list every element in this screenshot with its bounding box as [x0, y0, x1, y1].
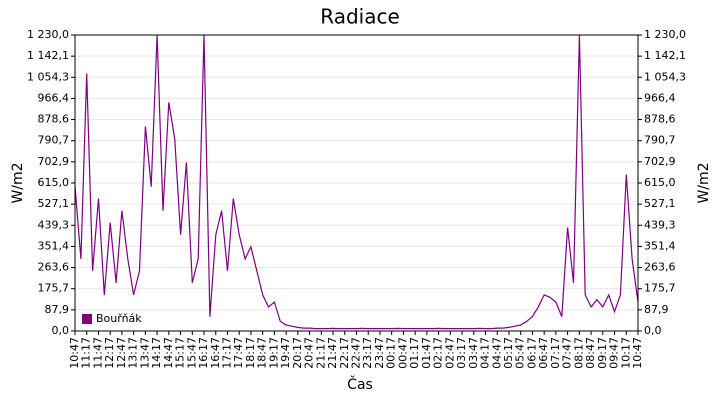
y-axis-title: W/m2	[10, 162, 26, 203]
x-tick-label: 13:17	[127, 337, 140, 369]
y-tick-label: 1 054,3	[27, 70, 69, 83]
y-tick-label: 0,0	[52, 324, 70, 337]
y2-tick-label: 702,9	[644, 155, 676, 168]
y2-tick-label: 175,7	[644, 282, 676, 295]
x-tick-label: 07:17	[549, 337, 562, 369]
y-tick-label: 175,7	[38, 282, 70, 295]
y2-tick-label: 439,3	[644, 218, 676, 231]
x-tick-label: 09:47	[608, 337, 621, 369]
y2-tick-label: 615,0	[644, 176, 676, 189]
y2-tick-label: 263,6	[644, 261, 676, 274]
x-tick-label: 15:17	[174, 337, 187, 369]
x-tick-label: 10:47	[631, 337, 644, 369]
y2-axis-title: W/m2	[696, 162, 712, 203]
y-tick-label: 702,9	[38, 155, 70, 168]
x-tick-label: 05:47	[514, 337, 527, 369]
x-tick-label: 13:47	[138, 337, 151, 369]
x-tick-label: 20:47	[303, 337, 316, 369]
y2-tick-label: 1 142,1	[644, 49, 686, 62]
data-line	[74, 34, 639, 330]
plot-frame	[74, 34, 639, 332]
x-tick-label: 14:47	[162, 337, 175, 369]
x-tick-label: 16:17	[197, 337, 210, 369]
x-tick-label: 23:17	[361, 337, 374, 369]
x-tick-label: 11:17	[80, 337, 93, 369]
y-tick-label: 527,1	[38, 197, 70, 210]
y-tick-label: 1 230,0	[27, 28, 69, 41]
x-axis-title: Čas	[347, 375, 373, 393]
x-tick-label: 17:17	[220, 337, 233, 369]
x-tick-label: 09:17	[596, 337, 609, 369]
y-tick-label: 87,9	[45, 303, 70, 316]
x-tick-label: 10:47	[68, 337, 81, 369]
y-tick-label: 1 142,1	[27, 49, 69, 62]
y-tick-label: 966,4	[38, 91, 70, 104]
legend-swatch	[82, 314, 92, 324]
x-tick-label: 03:17	[455, 337, 468, 369]
x-tick-label: 03:47	[467, 337, 480, 369]
x-tick-label: 11:47	[91, 337, 104, 369]
x-tick-label: 08:17	[572, 337, 585, 369]
x-tick-label: 06:17	[525, 337, 538, 369]
y2-tick-label: 87,9	[644, 303, 669, 316]
x-tick-label: 15:47	[185, 337, 198, 369]
x-tick-label: 02:47	[443, 337, 456, 369]
y2-tick-label: 0,0	[644, 324, 662, 337]
y2-tick-label: 966,4	[644, 91, 676, 104]
x-tick-label: 00:17	[385, 337, 398, 369]
x-tick-label: 22:17	[338, 337, 351, 369]
x-tick-label: 19:47	[279, 337, 292, 369]
x-tick-label: 23:47	[373, 337, 386, 369]
y2-tick-label: 1 054,3	[644, 70, 686, 83]
x-tick-label: 12:47	[115, 337, 128, 369]
y2-tick-label: 878,6	[644, 113, 676, 126]
x-tick-label: 10:17	[619, 337, 632, 369]
x-tick-label: 07:47	[561, 337, 574, 369]
chart-title: Radiace	[320, 5, 400, 29]
x-tick-label: 02:17	[432, 337, 445, 369]
x-tick-label: 20:17	[291, 337, 304, 369]
x-tick-label: 06:47	[537, 337, 550, 369]
x-tick-label: 04:47	[490, 337, 503, 369]
x-tick-label: 16:47	[209, 337, 222, 369]
x-tick-label: 18:47	[256, 337, 269, 369]
x-tick-label: 01:47	[420, 337, 433, 369]
x-tick-label: 14:17	[150, 337, 163, 369]
y-tick-label: 351,4	[38, 239, 70, 252]
x-tick-label: 22:47	[350, 337, 363, 369]
y-tick-label: 878,6	[38, 113, 70, 126]
y-tick-label: 615,0	[38, 176, 70, 189]
x-tick-label: 04:17	[479, 337, 492, 369]
x-tick-label: 21:47	[326, 337, 339, 369]
y2-tick-label: 527,1	[644, 197, 676, 210]
y2-tick-label: 1 230,0	[644, 28, 686, 41]
x-tick-label: 17:47	[232, 337, 245, 369]
y2-tick-label: 790,7	[644, 134, 676, 147]
x-tick-label: 08:47	[584, 337, 597, 369]
y-tick-label: 263,6	[38, 261, 70, 274]
x-tick-label: 21:17	[314, 337, 327, 369]
x-tick-label: 12:17	[103, 337, 116, 369]
y-tick-label: 790,7	[38, 134, 70, 147]
x-tick-label: 19:17	[267, 337, 280, 369]
x-tick-label: 18:17	[244, 337, 257, 369]
x-tick-label: 05:17	[502, 337, 515, 369]
x-tick-label: 01:17	[408, 337, 421, 369]
y2-tick-label: 351,4	[644, 239, 676, 252]
legend-label: Bouřňák	[96, 312, 142, 325]
y-tick-label: 439,3	[38, 218, 70, 231]
x-tick-label: 00:47	[396, 337, 409, 369]
